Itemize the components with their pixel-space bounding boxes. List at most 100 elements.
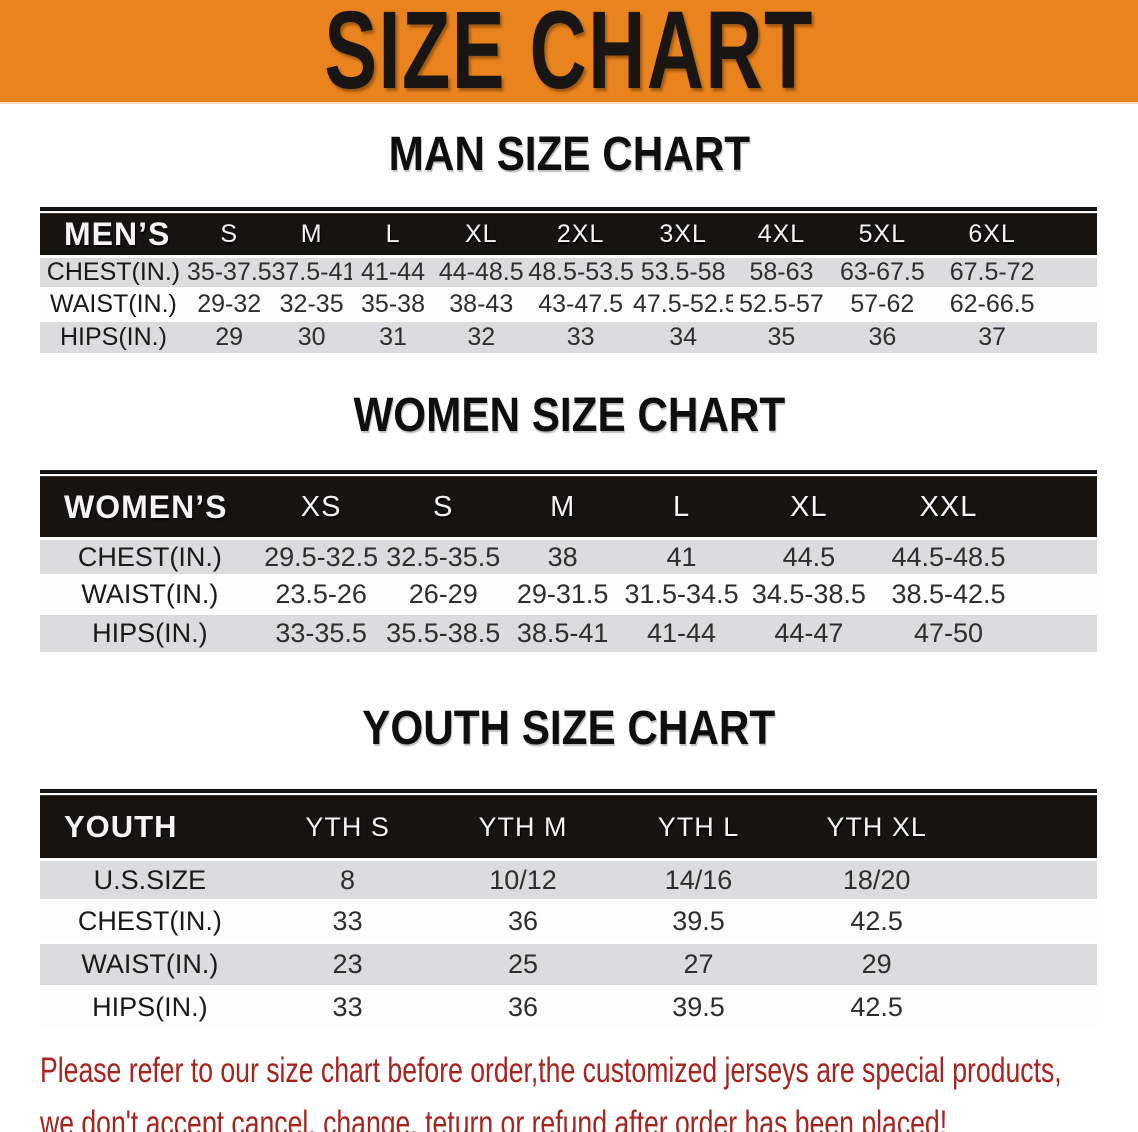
size-column-header: YTH M bbox=[435, 795, 611, 858]
disclaimer-line-2-text: we don't accept cancel, change, teturn o… bbox=[40, 1104, 948, 1132]
size-column-header: XL bbox=[741, 476, 877, 537]
size-value: 33 bbox=[259, 901, 436, 944]
size-value: 42.5 bbox=[786, 901, 1097, 944]
measurement-row: WAIST(IN.) 23 25 27 29 bbox=[40, 944, 1097, 987]
size-value: 35-38 bbox=[351, 289, 435, 322]
size-value: 31.5-34.5 bbox=[621, 576, 742, 615]
size-value: 33-35.5 bbox=[259, 615, 383, 654]
size-table: WOMEN’S XS S M L XL XXL CHEST(IN.) 29.5-32.5 32.5… bbox=[40, 476, 1097, 654]
size-value: 43-47.5 bbox=[528, 289, 633, 322]
size-value: 36 bbox=[829, 322, 936, 355]
size-table: YOUTH YTH S YTH M YTH L YTH XL U.S.SIZE 8 10/12… bbox=[40, 795, 1097, 1030]
size-value: 29.5-32.5 bbox=[259, 537, 383, 576]
disclaimer: Please refer to our size chart before or… bbox=[0, 1048, 1138, 1132]
size-value: 25 bbox=[435, 944, 611, 987]
youth-size-table: YOUTH YTH S YTH M YTH L YTH XL U.S.SIZE 8 10/12… bbox=[40, 789, 1097, 1030]
size-value: 10/12 bbox=[435, 858, 611, 901]
women-section-title: WOMEN SIZE CHART bbox=[0, 389, 1138, 454]
size-column-header: S bbox=[186, 213, 272, 255]
youth-section-title-text: YOUTH SIZE CHART bbox=[362, 702, 776, 755]
size-value: 39.5 bbox=[610, 901, 787, 944]
size-value: 57-62 bbox=[829, 289, 936, 322]
size-value: 34 bbox=[632, 322, 734, 355]
men-section-title: MAN SIZE CHART bbox=[0, 128, 1138, 193]
size-value: 36 bbox=[435, 987, 611, 1030]
size-value: 35.5-38.5 bbox=[382, 615, 504, 654]
row-label: WAIST(IN.) bbox=[40, 944, 260, 987]
size-value: 27 bbox=[610, 944, 787, 987]
size-column-header: 4XL bbox=[733, 213, 830, 255]
size-value: 29 bbox=[186, 322, 272, 355]
size-value: 35 bbox=[733, 322, 830, 355]
measurement-row: CHEST(IN.) 35-37.5 37.5-41 41-44 44-48.5 48.5… bbox=[40, 255, 1097, 289]
row-label: CHEST(IN.) bbox=[40, 537, 260, 576]
size-value: 8 bbox=[259, 858, 436, 901]
size-value: 30 bbox=[271, 322, 352, 355]
size-value: 67.5-72 bbox=[935, 255, 1097, 289]
size-value: 44.5 bbox=[741, 537, 877, 576]
size-value: 38.5-41 bbox=[504, 615, 622, 654]
size-column-header: S bbox=[382, 476, 504, 537]
size-value: 41-44 bbox=[621, 615, 742, 654]
size-table: MEN’S S M L XL 2XL 3XL 4XL 5XL 6XL CHEST(IN.) 35-37… bbox=[40, 213, 1097, 355]
size-value: 47.5-52.5 bbox=[632, 289, 734, 322]
row-label: WAIST(IN.) bbox=[40, 289, 187, 322]
size-value: 48.5-53.5 bbox=[528, 255, 633, 289]
size-value: 32 bbox=[434, 322, 529, 355]
measurement-row: U.S.SIZE 8 10/12 14/16 18/20 bbox=[40, 858, 1097, 901]
header-row: WOMEN’S XS S M L XL XXL bbox=[40, 476, 1097, 537]
size-column-header: XS bbox=[259, 476, 383, 537]
size-column-header: L bbox=[351, 213, 435, 255]
women-size-table: WOMEN’S XS S M L XL XXL CHEST(IN.) 29.5-32.5 32.5… bbox=[40, 470, 1097, 654]
size-chart-banner: SIZE CHART bbox=[0, 0, 1138, 112]
measurement-row: WAIST(IN.) 23.5-26 26-29 29-31.5 31.5-34.5 34… bbox=[40, 576, 1097, 615]
size-column-header: 6XL bbox=[935, 213, 1097, 255]
size-value: 26-29 bbox=[382, 576, 504, 615]
row-label: WAIST(IN.) bbox=[40, 576, 260, 615]
size-value: 44-47 bbox=[741, 615, 877, 654]
size-column-header: M bbox=[271, 213, 352, 255]
measurement-row: CHEST(IN.) 29.5-32.5 32.5-35.5 38 41 44.5 44.5… bbox=[40, 537, 1097, 576]
youth-section-title: YOUTH SIZE CHART bbox=[0, 702, 1138, 767]
size-column-header: YTH L bbox=[610, 795, 787, 858]
men-section-title-text: MAN SIZE CHART bbox=[388, 128, 750, 181]
size-value: 39.5 bbox=[610, 987, 787, 1030]
disclaimer-line-1-text: Please refer to our size chart before or… bbox=[40, 1051, 1062, 1090]
table-title-cell: WOMEN’S bbox=[40, 476, 260, 537]
size-value: 44-48.5 bbox=[434, 255, 529, 289]
banner-title: SIZE CHART bbox=[324, 0, 814, 112]
row-label: HIPS(IN.) bbox=[40, 615, 260, 654]
measurement-row: CHEST(IN.) 33 36 39.5 42.5 bbox=[40, 901, 1097, 944]
size-column-header: 5XL bbox=[829, 213, 936, 255]
size-value: 34.5-38.5 bbox=[741, 576, 877, 615]
header-row: YOUTH YTH S YTH M YTH L YTH XL bbox=[40, 795, 1097, 858]
size-column-header: YTH S bbox=[259, 795, 436, 858]
size-value: 58-63 bbox=[733, 255, 830, 289]
size-column-header: XXL bbox=[876, 476, 1097, 537]
size-value: 18/20 bbox=[786, 858, 1097, 901]
size-value: 29-32 bbox=[186, 289, 272, 322]
measurement-row: HIPS(IN.) 33-35.5 35.5-38.5 38.5-41 41-44 44-… bbox=[40, 615, 1097, 654]
size-value: 38 bbox=[504, 537, 622, 576]
row-label: CHEST(IN.) bbox=[40, 255, 187, 289]
size-value: 47-50 bbox=[876, 615, 1097, 654]
size-value: 35-37.5 bbox=[186, 255, 272, 289]
disclaimer-line-2: we don't accept cancel, change, teturn o… bbox=[40, 1101, 1138, 1132]
size-value: 42.5 bbox=[786, 987, 1097, 1030]
size-column-header: M bbox=[504, 476, 622, 537]
table-title-cell: YOUTH bbox=[40, 795, 260, 858]
size-value: 38.5-42.5 bbox=[876, 576, 1097, 615]
size-value: 29-31.5 bbox=[504, 576, 622, 615]
size-value: 38-43 bbox=[434, 289, 529, 322]
women-section-title-text: WOMEN SIZE CHART bbox=[353, 389, 785, 442]
size-value: 32.5-35.5 bbox=[382, 537, 504, 576]
size-value: 36 bbox=[435, 901, 611, 944]
row-label: CHEST(IN.) bbox=[40, 901, 260, 944]
disclaimer-line-1: Please refer to our size chart before or… bbox=[40, 1048, 1138, 1101]
size-value: 14/16 bbox=[610, 858, 787, 901]
size-value: 62-66.5 bbox=[935, 289, 1097, 322]
size-value: 29 bbox=[786, 944, 1097, 987]
table-title-cell: MEN’S bbox=[40, 213, 187, 255]
size-value: 52.5-57 bbox=[733, 289, 830, 322]
